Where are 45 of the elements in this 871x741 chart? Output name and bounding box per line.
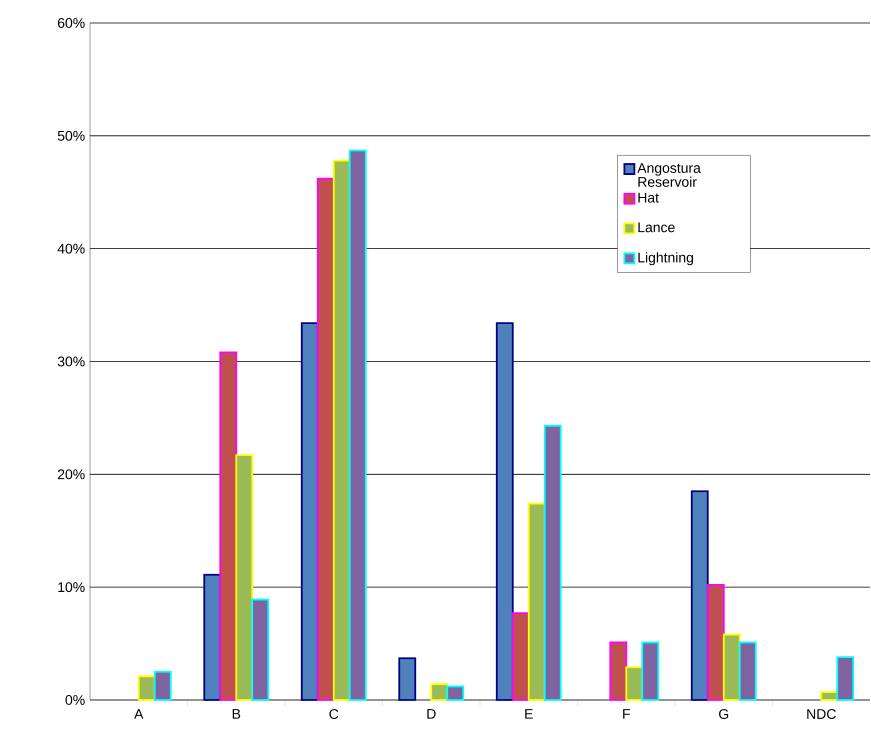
legend-label: Angostura Reservoir (637, 163, 701, 187)
bar (446, 686, 464, 701)
x-tick-label: D (427, 709, 436, 719)
bar (138, 675, 156, 701)
bar (203, 574, 222, 701)
y-tick-label: 0% (66, 695, 85, 705)
bar (219, 352, 238, 701)
bar (154, 670, 172, 701)
legend-label: Lightning (638, 252, 693, 266)
x-tick-label: NDC (807, 709, 836, 719)
x-tick-label: G (719, 709, 728, 719)
bar (609, 642, 628, 701)
bar (544, 424, 562, 701)
bar (251, 598, 270, 701)
bar (398, 657, 416, 701)
y-tick-label: 10% (58, 582, 85, 592)
x-tick-label: F (623, 709, 630, 719)
bar (820, 691, 838, 701)
bar (722, 634, 741, 701)
bar (528, 502, 546, 701)
legend-label: Lance (638, 222, 675, 232)
bar (512, 612, 530, 701)
bar (430, 683, 448, 701)
y-tick-label: 20% (58, 469, 85, 480)
x-tick-label: B (232, 709, 240, 719)
x-tick-label: C (329, 709, 338, 719)
x-tick-label: E (525, 709, 533, 719)
bar (235, 454, 254, 701)
legend-label: Hat (638, 192, 659, 203)
y-tick-label: 40% (58, 244, 85, 254)
y-tick-label: 30% (58, 356, 85, 366)
bar (690, 490, 709, 701)
bar (641, 642, 660, 701)
bar (706, 584, 725, 701)
bar (300, 322, 319, 701)
bar (316, 178, 335, 701)
bar (836, 656, 854, 701)
bar (625, 666, 644, 701)
x-tick-label: A (134, 709, 144, 719)
y-tick-label: 60% (58, 18, 85, 28)
bar (496, 322, 514, 701)
bar (332, 160, 351, 701)
y-tick-label: 50% (58, 130, 85, 141)
bar (738, 642, 757, 701)
bar (348, 150, 367, 701)
